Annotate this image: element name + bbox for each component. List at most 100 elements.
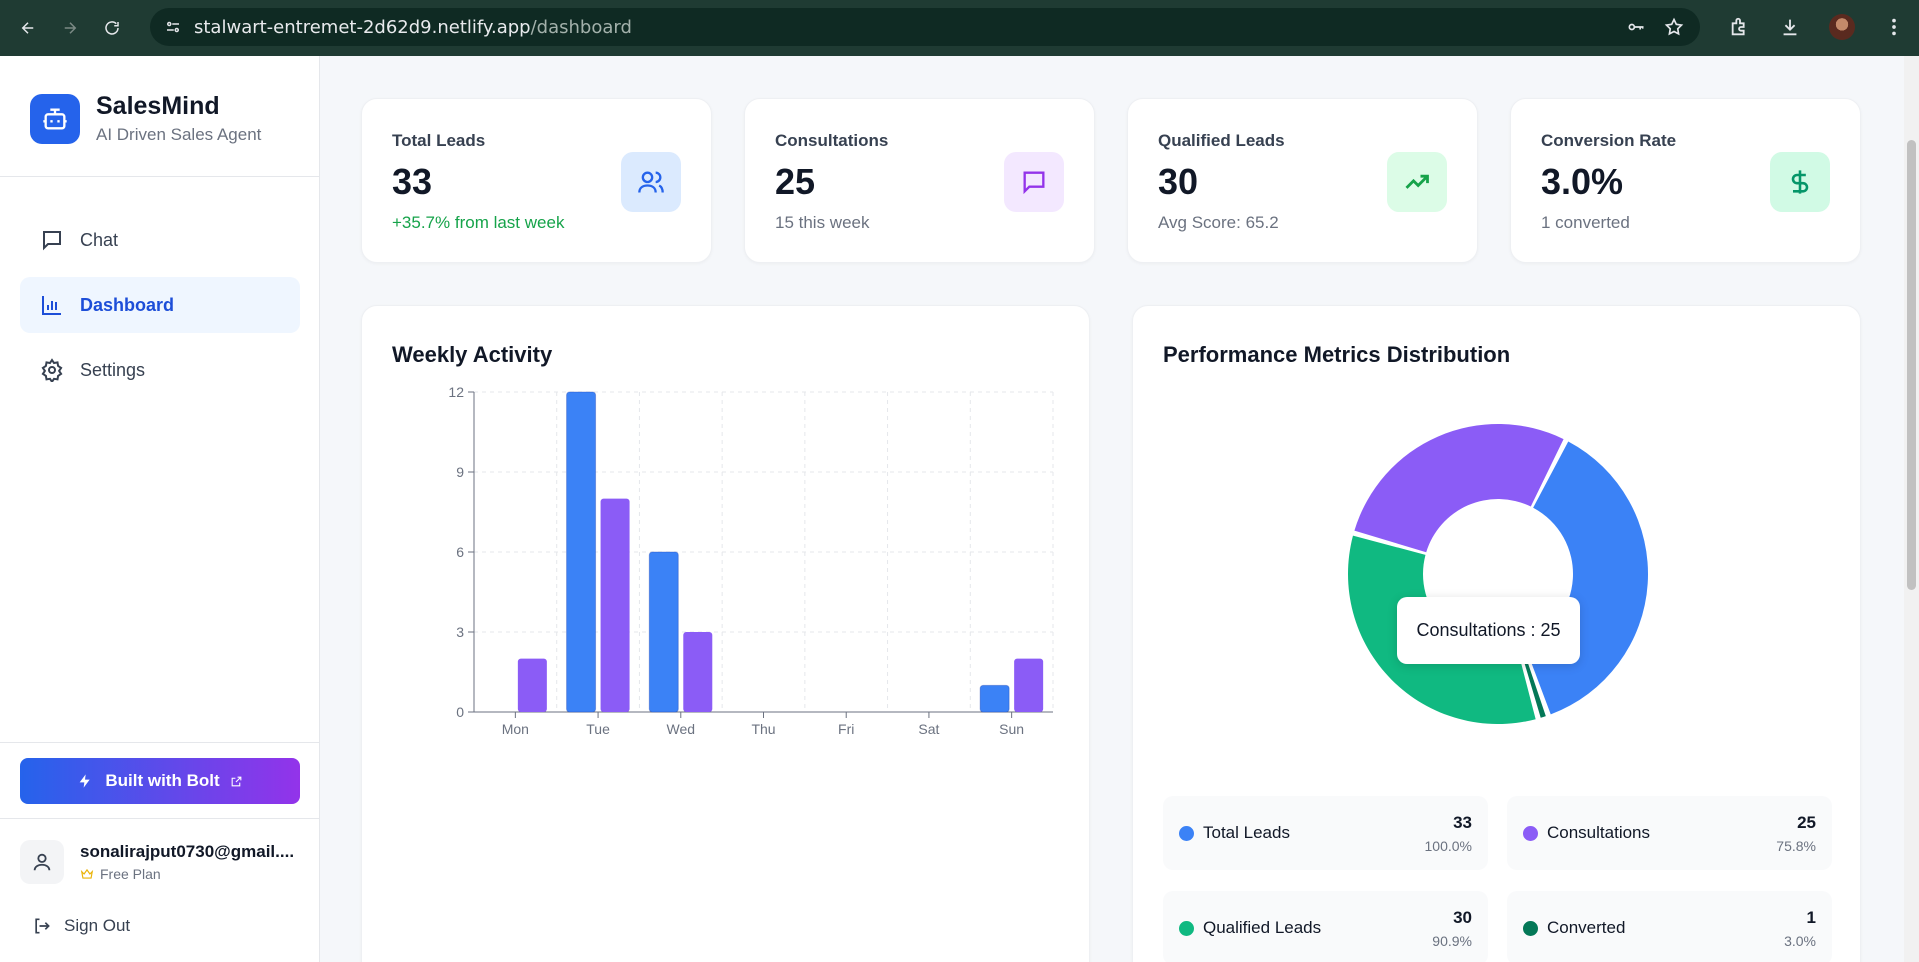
back-button[interactable] [14, 14, 42, 42]
stat-value: 33 [392, 161, 433, 202]
forward-button[interactable] [56, 14, 84, 42]
user-icon [33, 853, 51, 871]
weekly-activity-card: Weekly Activity 0 3 6 9 12 Mon Tue Wed Thu Fri Sat… [361, 305, 1090, 962]
crown-icon [80, 868, 94, 879]
sign-out-button[interactable]: Sign Out [32, 916, 130, 936]
y-tick-label: 6 [456, 544, 464, 560]
stat-title: Conversion Rate [1541, 131, 1677, 150]
legend-item-total-leads: Total Leads 33 100.0% [1163, 796, 1488, 870]
sidebar-item-label: Settings [80, 359, 146, 380]
stat-card-total-leads: Total Leads 33 +35.7% from last week [361, 98, 712, 263]
stat-icon-box [621, 152, 681, 212]
stat-icon-box [1387, 152, 1447, 212]
url-host: stalwart-entremet-2d62d9.netlify.app [194, 16, 531, 38]
more-vertical-icon[interactable] [1883, 16, 1905, 38]
brand-name: SalesMind [96, 92, 220, 120]
stat-title: Qualified Leads [1158, 131, 1285, 150]
gear-icon [41, 358, 63, 382]
user-email: sonalirajput0730@gmail.... [80, 842, 295, 861]
legend-dot [1523, 826, 1538, 841]
stat-value: 3.0% [1541, 161, 1624, 202]
extensions-icon[interactable] [1729, 16, 1751, 38]
key-icon[interactable] [1626, 17, 1646, 37]
performance-card: Performance Metrics Distribution Total L… [1132, 305, 1861, 962]
x-tick-label: Wed [667, 721, 696, 737]
avatar [20, 840, 64, 884]
divider [0, 818, 320, 819]
x-tick-label: Tue [586, 721, 610, 737]
stat-icon-box [1004, 152, 1064, 212]
legend-percent: 100.0% [1424, 838, 1472, 854]
stat-value: 30 [1158, 161, 1199, 202]
legend-percent: 90.9% [1432, 933, 1472, 949]
legend-label: Qualified Leads [1203, 918, 1322, 937]
bar [1014, 658, 1044, 712]
bar [600, 498, 630, 712]
divider [0, 176, 320, 177]
built-with-bolt-button[interactable]: Built with Bolt [20, 758, 300, 804]
bar-chart-icon [42, 296, 61, 315]
legend-item-qualified-leads: Qualified Leads 30 90.9% [1163, 891, 1488, 962]
users-icon [638, 171, 664, 193]
y-tick-label: 0 [456, 704, 464, 720]
arrow-left-icon [21, 22, 34, 34]
legend-value: 30 [1453, 908, 1472, 927]
star-icon[interactable] [1664, 17, 1684, 37]
stat-icon-box [1770, 152, 1830, 212]
legend-dot [1179, 826, 1194, 841]
legend-value: 33 [1453, 813, 1472, 832]
reload-button[interactable] [98, 14, 126, 42]
url-text: stalwart-entremet-2d62d9.netlify.app/das… [194, 17, 632, 38]
sidebar-item-chat[interactable]: Chat [20, 212, 300, 268]
url-path: /dashboard [530, 16, 632, 38]
card-title: Weekly Activity [392, 342, 553, 367]
bar [517, 658, 547, 712]
legend-percent: 75.8% [1776, 838, 1816, 854]
bar [979, 684, 1010, 713]
reload-icon [105, 21, 119, 35]
plan-label: Free Plan [100, 866, 161, 882]
site-info-icon[interactable] [164, 18, 182, 36]
page-scrollbar[interactable] [1904, 56, 1919, 962]
y-tick-label: 9 [456, 464, 464, 480]
stat-card-conversion-rate: Conversion Rate 3.0% 1 converted [1510, 98, 1861, 263]
sidebar-nav: Chat Dashboard Settings [20, 212, 300, 407]
dollar-icon [1791, 170, 1809, 194]
x-tick-label: Mon [502, 721, 529, 737]
user-plan: Free Plan [80, 866, 298, 882]
donut-slice [1524, 441, 1648, 715]
browser-toolbar: stalwart-entremet-2d62d9.netlify.app/das… [0, 0, 1919, 56]
arrow-right-icon [64, 22, 77, 34]
user-profile[interactable]: sonalirajput0730@gmail.... Free Plan [20, 840, 300, 884]
legend-percent: 3.0% [1784, 933, 1816, 949]
x-tick-label: Fri [838, 721, 854, 737]
y-tick-label: 3 [456, 624, 464, 640]
stat-subtext: Avg Score: 65.2 [1158, 213, 1279, 232]
address-bar[interactable]: stalwart-entremet-2d62d9.netlify.app/das… [150, 8, 1700, 46]
legend-dot [1179, 921, 1194, 936]
stat-title: Total Leads [392, 131, 486, 150]
chat-icon [43, 231, 61, 251]
download-icon[interactable] [1779, 16, 1801, 38]
brand-tagline: AI Driven Sales Agent [96, 125, 262, 144]
legend-item-consultations: Consultations 25 75.8% [1507, 796, 1832, 870]
scrollbar-thumb[interactable] [1907, 140, 1916, 590]
external-link-icon [231, 776, 241, 786]
sidebar-item-dashboard[interactable]: Dashboard [20, 277, 300, 333]
sign-out-label: Sign Out [64, 916, 131, 935]
x-tick-label: Sun [999, 721, 1024, 737]
sidebar-item-settings[interactable]: Settings [20, 342, 300, 398]
weekly-activity-chart: 0 3 6 9 12 Mon Tue Wed Thu Fri Sat Sun [448, 386, 1054, 737]
stat-card-consultations: Consultations 25 15 this week [744, 98, 1095, 263]
x-tick-label: Thu [751, 721, 775, 737]
legend-dot [1523, 921, 1538, 936]
stat-value: 25 [775, 161, 816, 202]
profile-avatar[interactable] [1829, 14, 1855, 40]
legend-value: 1 [1806, 908, 1816, 927]
brand-logo [30, 93, 80, 144]
bar [683, 632, 713, 712]
stat-card-qualified-leads: Qualified Leads 30 Avg Score: 65.2 [1127, 98, 1478, 263]
bolt-label: Built with Bolt [105, 771, 220, 790]
legend-item-converted: Converted 1 3.0% [1507, 891, 1832, 962]
sidebar-item-label: Chat [80, 229, 119, 250]
